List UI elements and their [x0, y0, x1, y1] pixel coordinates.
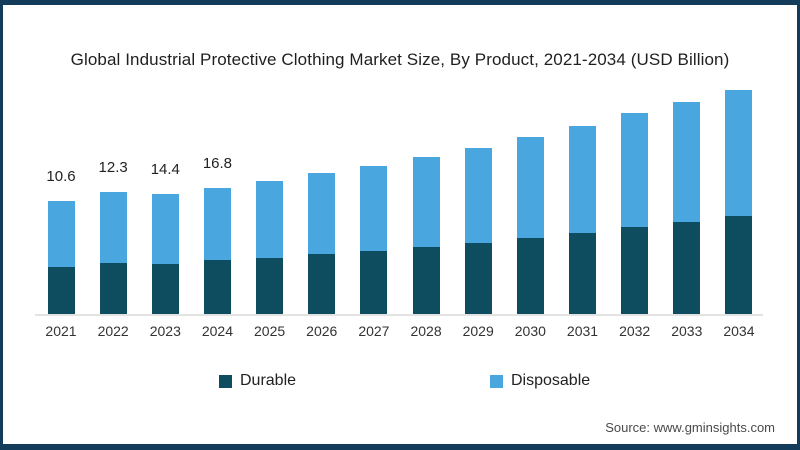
x-tick-label-2024: 2024	[201, 323, 234, 339]
x-tick-label-2022: 2022	[97, 323, 129, 339]
bar-2030-disposable-segment	[516, 137, 544, 238]
bar-2026-disposable-segment	[308, 173, 336, 254]
bar-2022	[99, 192, 127, 314]
bar-2027	[360, 166, 388, 314]
frame-border-right	[797, 0, 800, 450]
bar-2027-durable-segment	[360, 251, 388, 314]
bar-2022-durable-segment	[99, 263, 127, 314]
legend-label-disposable: Disposable	[511, 372, 591, 389]
chart-title: Global Industrial Protective Clothing Ma…	[70, 50, 730, 69]
bar-2028	[412, 157, 440, 314]
frame-border-bottom	[0, 444, 800, 450]
value-label-2024: 16.8	[202, 155, 233, 172]
bar-2028-durable-segment	[412, 247, 440, 314]
x-tick-label-2034: 2034	[723, 323, 755, 339]
bar-2029	[464, 148, 492, 314]
bar-2025-disposable-segment	[256, 181, 284, 258]
bar-2022-disposable-segment	[99, 192, 127, 263]
bar-2031	[569, 126, 596, 314]
x-tick-label-2032: 2032	[619, 323, 651, 339]
x-tick-label-2023: 2023	[149, 323, 181, 339]
bar-2033-durable-segment	[673, 222, 701, 314]
legend-item-durable: Durable	[219, 372, 296, 390]
x-tick-label-2033: 2033	[671, 323, 703, 339]
x-tick-label-2029: 2029	[462, 323, 494, 339]
bar-2026	[308, 173, 336, 314]
x-axis-line	[35, 314, 763, 316]
bar-2034-durable-segment	[725, 216, 753, 314]
bar-2026-durable-segment	[308, 254, 336, 314]
bar-2034-disposable-segment	[725, 90, 753, 216]
value-label-2022: 12.3	[98, 159, 128, 176]
bar-2023-durable-segment	[151, 264, 179, 314]
x-tick-label-2021: 2021	[45, 323, 77, 339]
bar-2021	[47, 201, 75, 314]
legend-label-durable: Durable	[240, 372, 297, 389]
bar-2033	[673, 102, 701, 314]
value-label-2023: 14.4	[150, 161, 180, 178]
durable-swatch-icon	[219, 374, 232, 388]
bar-2031-disposable-segment	[569, 126, 596, 233]
bar-2030	[516, 137, 544, 314]
bar-2030-durable-segment	[516, 238, 544, 314]
legend-item-disposable: Disposable	[490, 372, 590, 390]
bar-2029-durable-segment	[464, 243, 492, 314]
bar-2023	[151, 194, 179, 314]
bar-2023-disposable-segment	[151, 194, 179, 264]
bar-2021-disposable-segment	[47, 201, 75, 267]
x-tick-label-2027: 2027	[358, 323, 390, 339]
bar-2025-durable-segment	[256, 258, 284, 314]
bar-2021-durable-segment	[47, 267, 75, 314]
bar-2033-disposable-segment	[673, 102, 701, 222]
x-tick-label-2031: 2031	[566, 323, 599, 339]
source-attribution: Source: www.gminsights.com	[605, 420, 775, 435]
x-tick-label-2025: 2025	[254, 323, 286, 339]
bar-2029-disposable-segment	[464, 148, 492, 243]
bar-2032-durable-segment	[621, 227, 649, 314]
frame-border-top	[0, 0, 800, 5]
x-tick-label-2026: 2026	[306, 323, 338, 339]
frame-border-left	[0, 0, 3, 450]
x-tick-label-2030: 2030	[514, 323, 546, 339]
bar-2031-durable-segment	[569, 233, 596, 314]
bar-2027-disposable-segment	[360, 166, 388, 251]
disposable-swatch-icon	[490, 374, 503, 388]
bar-2032-disposable-segment	[621, 113, 649, 227]
bar-2025	[256, 181, 284, 314]
bar-2034	[725, 90, 753, 314]
bar-2024	[203, 188, 231, 314]
bar-2028-disposable-segment	[412, 157, 440, 247]
x-tick-label-2028: 2028	[410, 323, 442, 339]
value-label-2021: 10.6	[46, 168, 76, 185]
bar-2024-durable-segment	[203, 260, 231, 314]
bar-2024-disposable-segment	[203, 188, 231, 260]
bar-2032	[621, 113, 649, 314]
